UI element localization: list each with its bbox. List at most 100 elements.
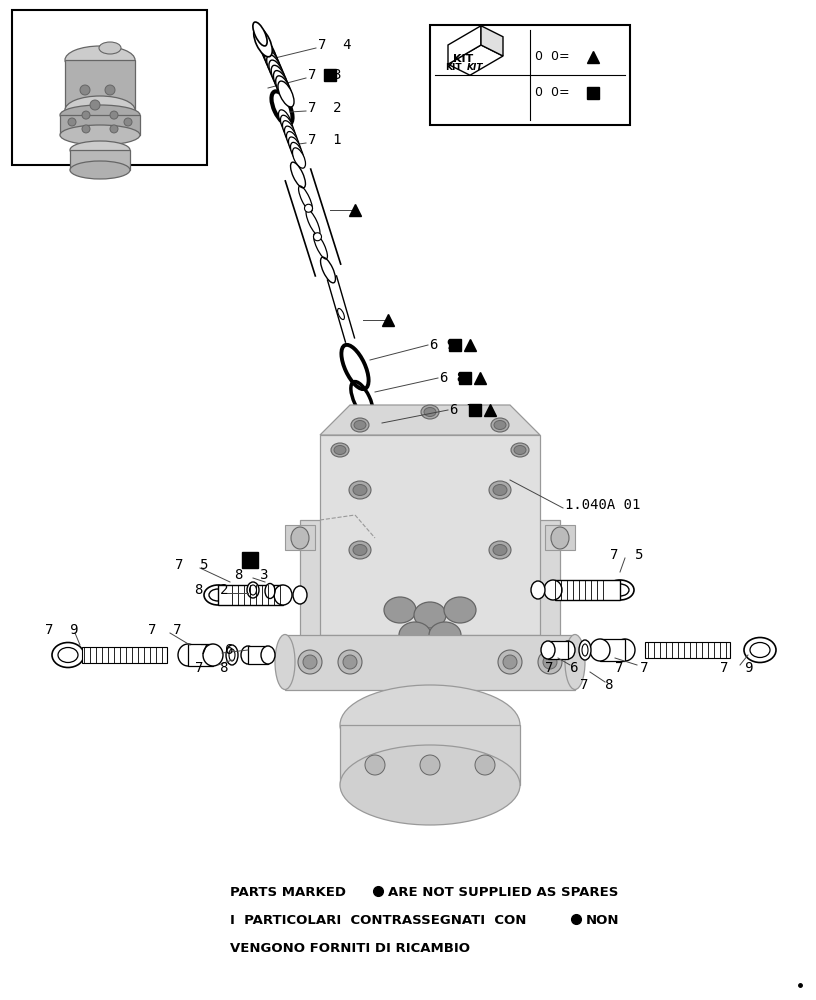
Ellipse shape (399, 622, 431, 648)
Circle shape (365, 755, 385, 775)
Text: 7  2: 7 2 (308, 101, 342, 115)
Ellipse shape (340, 685, 520, 765)
Circle shape (498, 650, 522, 674)
Ellipse shape (338, 308, 344, 320)
Text: 7  9: 7 9 (720, 661, 753, 675)
Ellipse shape (58, 648, 78, 662)
Bar (188, 644, 213, 666)
Text: 7  7: 7 7 (148, 623, 181, 637)
Text: 6 9: 6 9 (430, 338, 455, 352)
Bar (82, 647, 167, 663)
Polygon shape (300, 520, 560, 660)
Ellipse shape (334, 446, 346, 454)
Circle shape (420, 755, 440, 775)
Ellipse shape (250, 585, 256, 595)
Ellipse shape (493, 485, 507, 495)
Ellipse shape (281, 115, 294, 136)
Circle shape (338, 650, 362, 674)
Ellipse shape (260, 39, 276, 65)
Circle shape (538, 650, 562, 674)
Ellipse shape (275, 635, 295, 690)
Circle shape (503, 655, 517, 669)
Ellipse shape (606, 580, 634, 600)
Ellipse shape (444, 597, 476, 623)
Circle shape (298, 650, 322, 674)
Ellipse shape (541, 641, 555, 659)
Ellipse shape (291, 527, 309, 549)
Ellipse shape (351, 418, 369, 432)
Text: KIT: KIT (446, 62, 462, 72)
Text: KIT: KIT (468, 62, 484, 72)
Bar (600, 639, 625, 661)
Ellipse shape (514, 446, 526, 454)
Ellipse shape (354, 420, 366, 430)
Bar (218, 585, 283, 605)
Polygon shape (481, 26, 503, 56)
Text: ARE NOT SUPPLIED AS SPARES: ARE NOT SUPPLIED AS SPARES (388, 886, 619, 898)
Ellipse shape (551, 527, 569, 549)
Ellipse shape (282, 121, 295, 141)
Text: 8  3: 8 3 (235, 568, 268, 582)
Text: 6 7: 6 7 (450, 403, 475, 417)
Circle shape (110, 111, 118, 119)
Ellipse shape (565, 635, 585, 690)
Bar (248, 646, 268, 664)
Text: PARTS MARKED: PARTS MARKED (230, 886, 346, 898)
Ellipse shape (384, 597, 416, 623)
Bar (340, 725, 520, 785)
Ellipse shape (331, 443, 349, 457)
Text: 1.040A 01: 1.040A 01 (565, 498, 641, 512)
Text: 7  6: 7 6 (545, 661, 579, 675)
Ellipse shape (247, 582, 259, 598)
Ellipse shape (204, 585, 232, 605)
Bar (548, 641, 568, 659)
Ellipse shape (285, 126, 298, 146)
Ellipse shape (269, 60, 285, 86)
Text: KIT: KIT (453, 54, 473, 64)
Text: VENGONO FORNITI DI RICAMBIO: VENGONO FORNITI DI RICAMBIO (230, 942, 470, 954)
Bar (12, 10, 207, 165)
Ellipse shape (278, 110, 291, 130)
Ellipse shape (226, 645, 238, 665)
Ellipse shape (511, 443, 529, 457)
Circle shape (304, 204, 313, 212)
Ellipse shape (349, 541, 371, 559)
Polygon shape (448, 45, 503, 75)
Circle shape (90, 100, 100, 110)
Bar (285, 525, 315, 550)
Ellipse shape (276, 76, 292, 102)
Ellipse shape (421, 405, 439, 419)
Text: 7  7: 7 7 (615, 661, 649, 675)
Text: 7  9: 7 9 (45, 623, 78, 637)
Ellipse shape (340, 745, 520, 825)
Circle shape (303, 655, 317, 669)
Ellipse shape (531, 581, 545, 599)
Ellipse shape (99, 42, 121, 54)
Ellipse shape (544, 580, 562, 600)
Text: 7  8: 7 8 (195, 661, 228, 675)
Circle shape (313, 233, 322, 241)
Ellipse shape (349, 481, 371, 499)
Bar (70, 150, 130, 170)
Ellipse shape (274, 585, 292, 605)
Text: 7  8: 7 8 (580, 678, 614, 692)
Text: 8  2: 8 2 (195, 583, 228, 597)
Circle shape (475, 755, 495, 775)
Ellipse shape (286, 132, 299, 152)
Ellipse shape (265, 584, 275, 598)
Ellipse shape (70, 161, 130, 179)
Circle shape (124, 118, 132, 126)
Ellipse shape (290, 142, 304, 163)
Ellipse shape (494, 420, 506, 430)
Ellipse shape (264, 50, 281, 75)
Circle shape (343, 655, 357, 669)
Ellipse shape (262, 44, 278, 70)
Bar (645, 642, 730, 658)
Bar (285, 635, 575, 690)
Ellipse shape (493, 544, 507, 556)
Circle shape (82, 111, 90, 119)
Polygon shape (320, 405, 540, 435)
Polygon shape (350, 415, 510, 475)
Text: 7  1: 7 1 (308, 133, 342, 147)
Text: 7  3: 7 3 (308, 68, 342, 82)
